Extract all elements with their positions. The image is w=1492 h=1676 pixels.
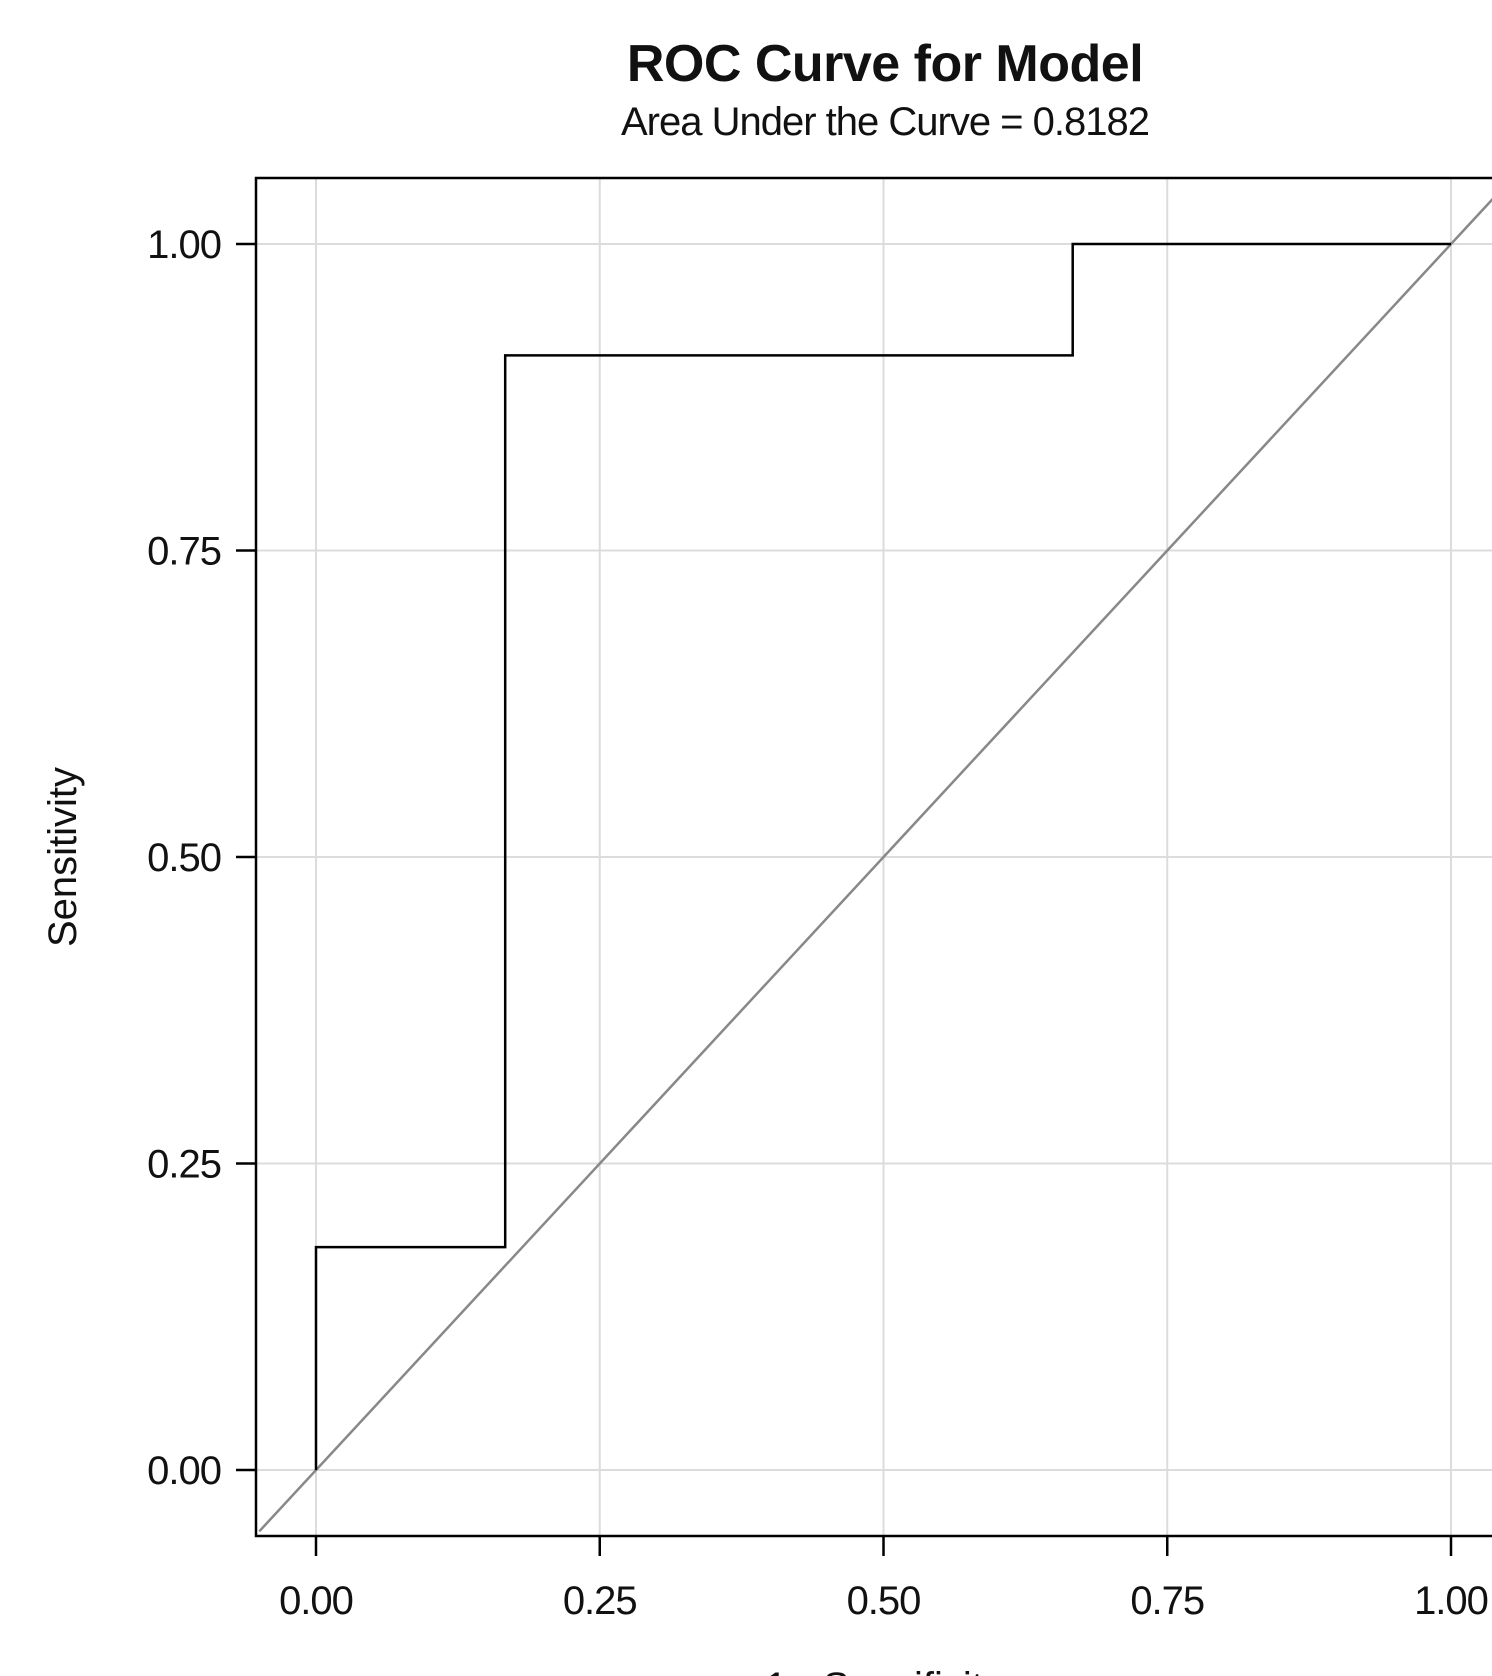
x-axis: 0.00 0.25 0.50 0.75 1.00	[279, 1536, 1489, 1623]
series-layer	[258, 197, 1492, 1533]
x-tick-label: 1.00	[1414, 1579, 1488, 1623]
x-tick-label: 0.75	[1130, 1579, 1204, 1623]
y-tick-label: 0.75	[147, 530, 221, 574]
reference-diagonal-line	[258, 197, 1492, 1533]
x-tick-label: 0.50	[847, 1579, 921, 1623]
x-tick-label: 0.25	[563, 1579, 637, 1623]
y-tick-label: 1.00	[147, 223, 221, 267]
y-tick-label: 0.50	[147, 836, 221, 880]
y-tick-label: 0.00	[147, 1449, 221, 1493]
y-axis-label: Sensitivity	[41, 767, 85, 947]
chart-title: ROC Curve for Model	[626, 35, 1144, 93]
roc-curve-line	[314, 242, 1451, 1470]
grid-lines	[256, 178, 1492, 1536]
x-tick-label: 0.00	[279, 1579, 353, 1623]
y-axis: 0.00 0.25 0.50 0.75 1.00	[147, 223, 256, 1493]
y-tick-label: 0.25	[147, 1143, 221, 1187]
chart-subtitle: Area Under the Curve = 0.8182	[620, 100, 1150, 144]
x-axis-label: 1 - Specificity	[765, 1665, 1003, 1676]
